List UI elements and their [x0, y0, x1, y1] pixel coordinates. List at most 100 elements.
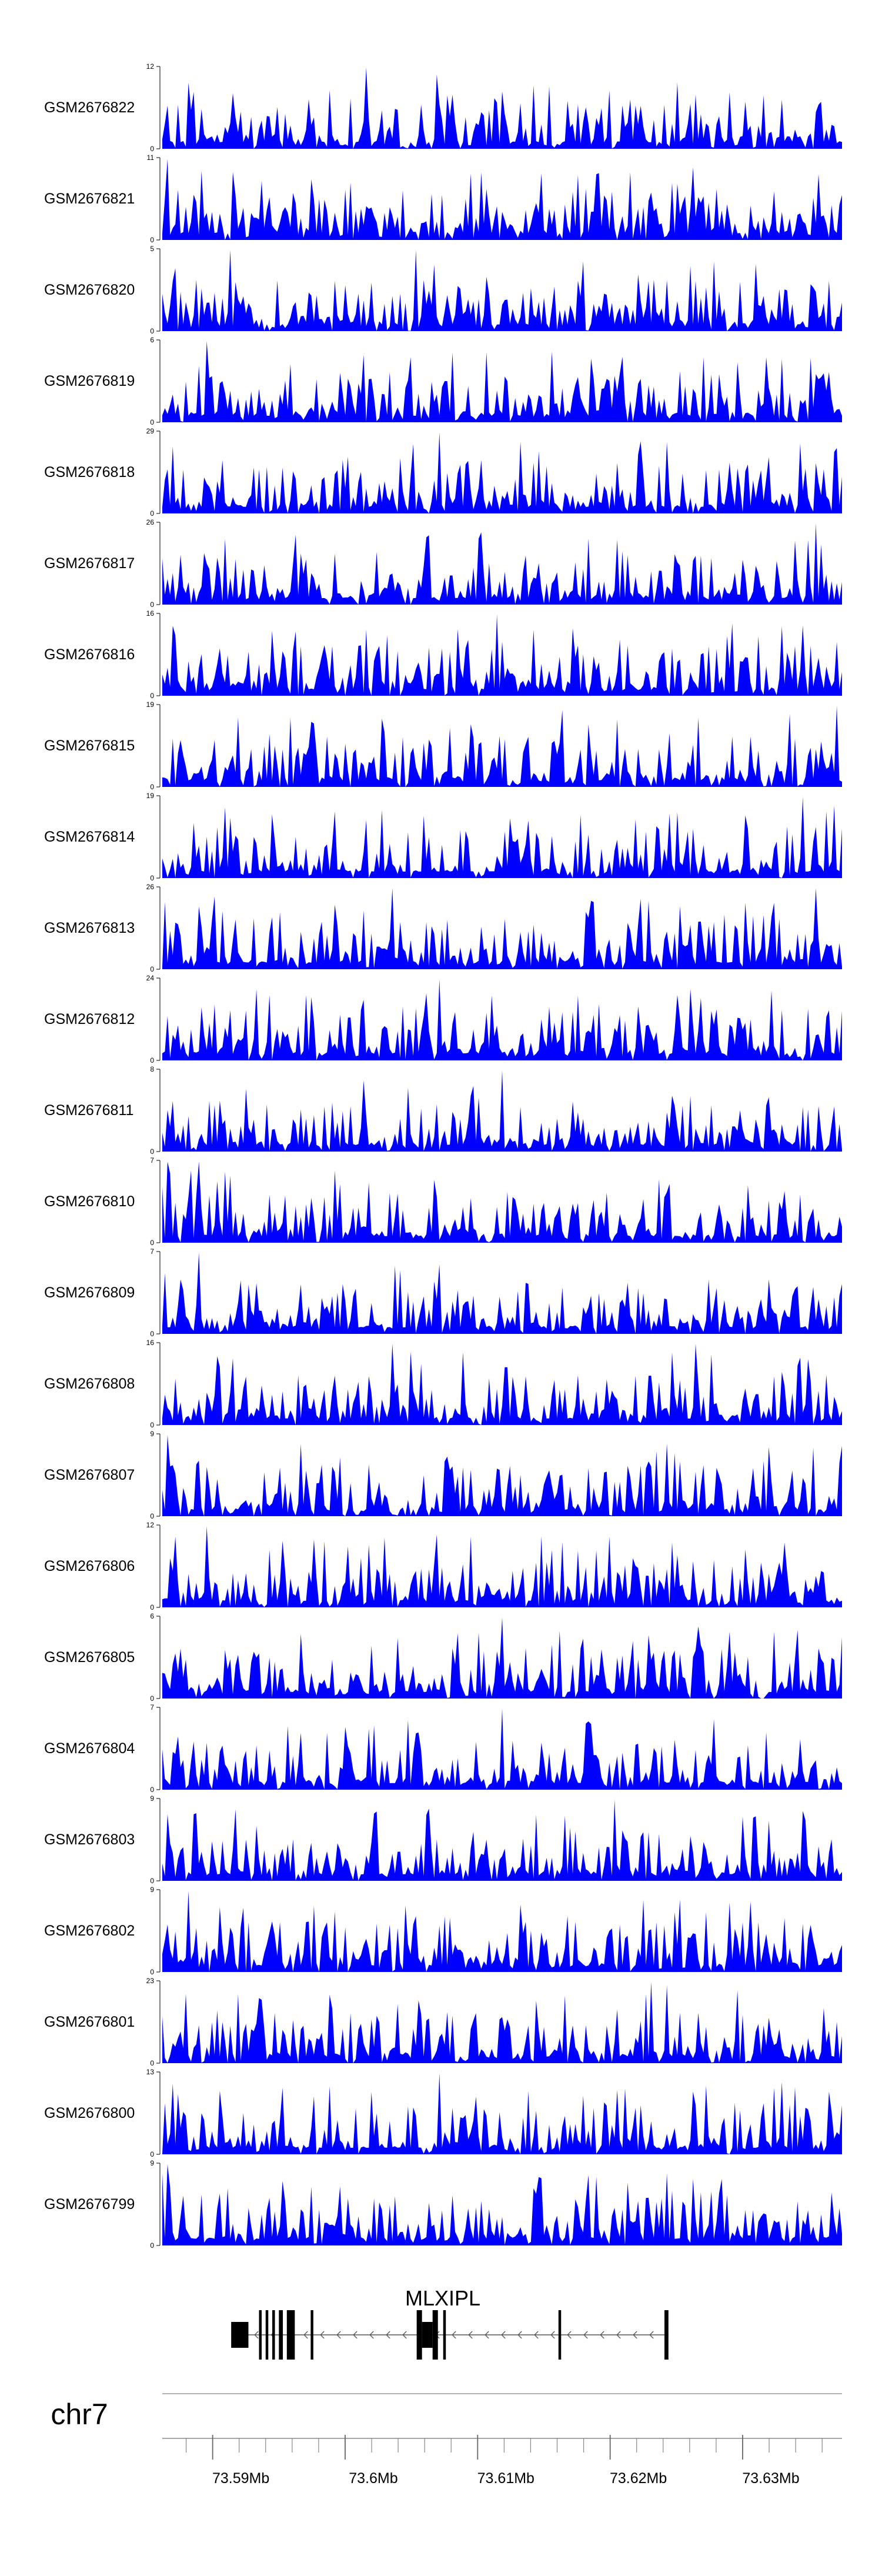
y-tick-label-max: 5: [150, 245, 154, 253]
exon: [259, 2310, 262, 2360]
y-tick-label-min: 0: [150, 783, 154, 791]
track-label: GSM2676803: [44, 1831, 135, 1848]
y-tick-label-min: 0: [150, 1239, 154, 1247]
genome-axis: chr7 73.59Mb 73.6Mb 73.61Mb 73.62Mb 73.63Mb: [51, 2393, 842, 2487]
track-GSM2676800: GSM2676800 13 0: [44, 2068, 842, 2158]
y-tick-label-max: 11: [147, 154, 155, 162]
strand-arrow: [320, 2331, 325, 2339]
track-GSM2676802: GSM2676802 9 0: [44, 1886, 842, 1976]
coverage-area: [162, 159, 842, 240]
coverage-area: [162, 1982, 842, 2063]
axis-tick-label: 73.59Mb: [212, 2470, 269, 2487]
axis-tick-label: 73.61Mb: [477, 2470, 534, 2487]
strand-arrow: [254, 2331, 259, 2339]
y-tick-label-max: 7: [150, 1703, 154, 1711]
coverage-area: [162, 888, 842, 969]
strand-arrow: [353, 2331, 358, 2339]
track-GSM2676805: GSM2676805 6 0: [44, 1612, 842, 1703]
track-label: GSM2676818: [44, 464, 135, 481]
track-GSM2676815: GSM2676815 19 0: [44, 700, 842, 791]
track-GSM2676809: GSM2676809 7 0: [44, 1247, 842, 1338]
track-GSM2676819: GSM2676819 6 0: [44, 336, 842, 426]
track-label: GSM2676812: [44, 1011, 135, 1027]
track-GSM2676811: GSM2676811 8 0: [44, 1065, 842, 1156]
coverage-area: [162, 1800, 842, 1881]
y-tick-label-max: 19: [146, 700, 155, 709]
y-tick-label-max: 26: [146, 883, 155, 891]
y-tick-label-min: 0: [150, 1421, 154, 1429]
track-GSM2676813: GSM2676813 26 0: [44, 883, 842, 973]
track-GSM2676804: GSM2676804 7 0: [44, 1703, 842, 1794]
y-tick-label-min: 0: [150, 327, 154, 335]
exon: [279, 2310, 283, 2360]
coverage-area: [162, 706, 842, 787]
track-label: GSM2676820: [44, 282, 135, 298]
strand-arrow: [369, 2331, 374, 2339]
track-GSM2676822: GSM2676822 12 0: [44, 62, 842, 153]
track-GSM2676814: GSM2676814 19 0: [44, 792, 842, 882]
coverage-area: [162, 250, 842, 331]
y-tick-label-min: 0: [150, 1603, 154, 1611]
y-tick-label-max: 16: [146, 1339, 155, 1347]
y-tick-label-min: 0: [150, 965, 154, 973]
exon: [422, 2322, 433, 2348]
y-tick-label-max: 7: [150, 1156, 154, 1164]
y-tick-label-max: 6: [150, 336, 154, 344]
y-tick-label-min: 0: [150, 1512, 154, 1520]
coverage-area: [162, 2073, 842, 2154]
gene-label: MLXIPL: [405, 2286, 480, 2310]
y-tick-label-max: 19: [146, 792, 155, 800]
strand-arrow: [485, 2331, 489, 2339]
y-tick-label-min: 0: [150, 145, 154, 153]
y-tick-label-max: 29: [146, 427, 155, 435]
strand-arrow: [550, 2331, 555, 2339]
y-tick-label-max: 9: [150, 1794, 154, 1803]
track-GSM2676808: GSM2676808 16 0: [44, 1339, 842, 1429]
y-tick-label-max: 16: [146, 609, 155, 618]
strand-arrow: [534, 2331, 539, 2339]
strand-arrow: [616, 2331, 621, 2339]
exon: [231, 2322, 249, 2348]
y-tick-label-max: 12: [146, 62, 155, 71]
y-tick-label-max: 9: [150, 1430, 154, 1438]
exon: [443, 2310, 446, 2360]
track-label: GSM2676807: [44, 1467, 135, 1483]
coverage-area: [162, 1526, 842, 1607]
strand-arrow: [336, 2331, 341, 2339]
track-GSM2676799: GSM2676799 9 0: [44, 2159, 842, 2250]
y-tick-label-max: 8: [150, 1065, 154, 1073]
track-label: GSM2676817: [44, 555, 135, 572]
y-tick-label-min: 0: [150, 1056, 154, 1065]
track-label: GSM2676811: [44, 1102, 133, 1119]
track-label: GSM2676822: [44, 99, 135, 116]
strand-arrow: [468, 2331, 473, 2339]
track-GSM2676816: GSM2676816 16 0: [44, 609, 842, 700]
track-label: GSM2676802: [44, 1923, 135, 1939]
strand-arrow: [600, 2331, 604, 2339]
y-tick-label-max: 7: [150, 1247, 154, 1256]
y-tick-label-min: 0: [150, 509, 154, 518]
y-tick-label-max: 26: [146, 518, 155, 526]
track-label: GSM2676816: [44, 646, 135, 663]
y-tick-label-max: 13: [146, 2068, 155, 2076]
y-tick-label-min: 0: [150, 600, 154, 609]
exon: [664, 2310, 669, 2360]
track-GSM2676820: GSM2676820 5 0: [44, 245, 842, 335]
track-GSM2676818: GSM2676818 29 0: [44, 427, 842, 518]
y-tick-label-min: 0: [150, 1147, 154, 1156]
coverage-area: [162, 1344, 842, 1425]
axis-tick-label: 73.6Mb: [349, 2470, 397, 2487]
exon: [286, 2310, 295, 2360]
exon: [265, 2310, 269, 2360]
strand-arrow: [501, 2331, 506, 2339]
chromosome-label: chr7: [51, 2398, 108, 2431]
track-label: GSM2676814: [44, 829, 135, 845]
exon: [558, 2310, 562, 2360]
exon: [416, 2310, 422, 2360]
y-tick-label-min: 0: [150, 2241, 154, 2250]
strand-arrow: [517, 2331, 522, 2339]
y-tick-label-max: 9: [150, 2159, 154, 2167]
y-tick-label-max: 12: [146, 1521, 155, 1529]
track-label: GSM2676819: [44, 373, 135, 389]
track-GSM2676817: GSM2676817 26 0: [44, 518, 842, 609]
